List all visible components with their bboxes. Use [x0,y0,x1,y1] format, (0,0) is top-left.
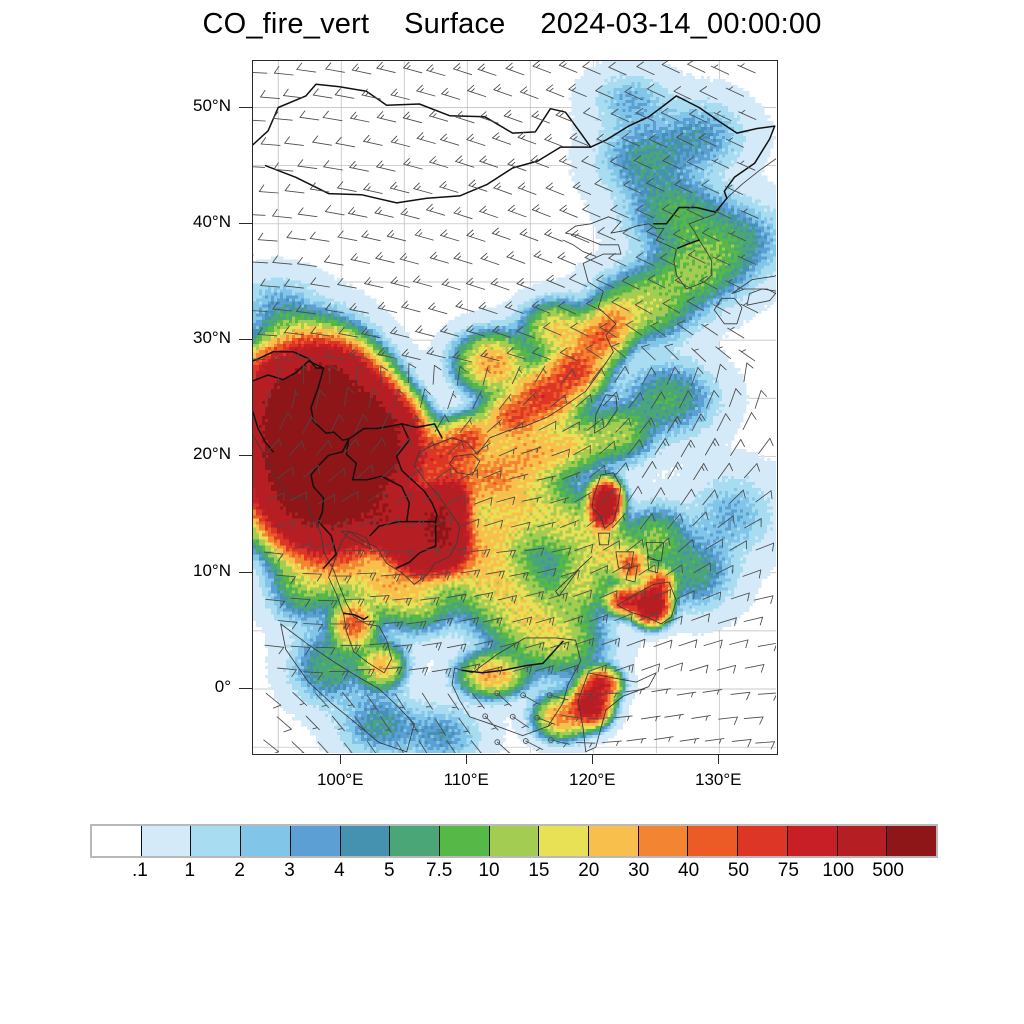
colorbar-tick-13: 75 [777,860,799,881]
y-tick-mark [239,571,252,573]
colorbar-segment-3[interactable] [241,826,291,856]
colorbar-segment-8[interactable] [489,826,540,856]
x-tick-label-0: 100°E [316,770,364,789]
colorbar-tick-7: 10 [478,860,500,881]
colorbar-tick-3: 3 [284,860,295,881]
x-tick-mark [466,755,468,764]
colorbar-tick-14: 100 [822,860,855,881]
colorbar-segment-13[interactable] [738,826,788,856]
y-tick-label-3: 20°N [193,444,231,464]
colorbar-segment-9[interactable] [539,826,590,856]
concentration-field [253,61,776,753]
colorbar-segment-12[interactable] [688,826,739,856]
y-tick-mark [239,339,252,341]
colorbar-tick-11: 40 [678,860,700,881]
x-tick-label-1: 110°E [443,770,489,789]
y-tick-mark [239,455,252,457]
y-tick-mark [239,688,252,690]
colorbar-tick-1: 1 [184,860,196,881]
x-tick-label-2: 120°E [568,770,616,789]
colorbar-tick-8: 15 [528,860,550,881]
y-tick-mark [239,106,252,108]
y-tick-mark [239,222,252,224]
y-tick-label-2: 30°N [193,328,231,348]
colorbar-segment-11[interactable] [638,826,689,856]
colorbar-tick-2: 2 [234,860,245,881]
coastlines [253,158,776,753]
colorbar-segment-1[interactable] [141,826,192,856]
colorbar-tick-5: 5 [383,860,395,881]
colorbar-segment-5[interactable] [340,826,391,856]
y-tick-label-1: 40°N [193,211,231,231]
x-tick-mark [718,755,720,764]
wind-barbs [253,61,776,753]
colorbar-tick-4: 4 [334,860,345,881]
title-level: Surface [404,8,506,40]
map-plot-area[interactable] [252,60,778,755]
colorbar-tick-15: 500 [872,860,904,881]
x-tick-mark [340,755,342,764]
page-title: CO_fire_vert Surface 2024-03-14_00:00:00 [0,8,1024,41]
colorbar-segment-14[interactable] [787,826,838,856]
colorbar-segment-2[interactable] [191,826,242,856]
colorbar-tick-12: 50 [727,860,750,881]
colorbar-segment-0[interactable] [92,826,142,856]
colorbar-segment-7[interactable] [439,826,490,856]
colorbar-segment-16[interactable] [887,826,936,856]
y-tick-label-5: 0° [214,677,231,697]
colorbar-segment-15[interactable] [837,826,888,856]
colorbar-tick-labels: .1 1 2 3 4 5 7.5 10 15 20 30 40 50 75 100 500 [90,860,938,888]
colorbar-segment-6[interactable] [390,826,440,856]
colorbar-tick-9: 20 [578,860,600,881]
colorbar-tick-6: 7.5 [425,860,453,881]
colorbar-swatches[interactable] [90,824,938,858]
x-tick-label-3: 130°E [695,770,742,789]
colorbar[interactable]: .1 1 2 3 4 5 7.5 10 15 20 30 40 50 75 100 500 [90,824,938,881]
title-variable: CO_fire_vert [202,8,370,40]
title-timestamp: 2024-03-14_00:00:00 [540,8,822,40]
x-tick-mark [592,755,594,764]
map-canvas [253,61,776,753]
y-tick-label-0: 50°N [193,95,231,115]
colorbar-tick-0: .1 [131,860,148,881]
colorbar-tick-10: 30 [628,860,650,881]
y-tick-label-4: 10°N [193,560,231,580]
colorbar-segment-4[interactable] [290,826,341,856]
colorbar-segment-10[interactable] [589,826,639,856]
